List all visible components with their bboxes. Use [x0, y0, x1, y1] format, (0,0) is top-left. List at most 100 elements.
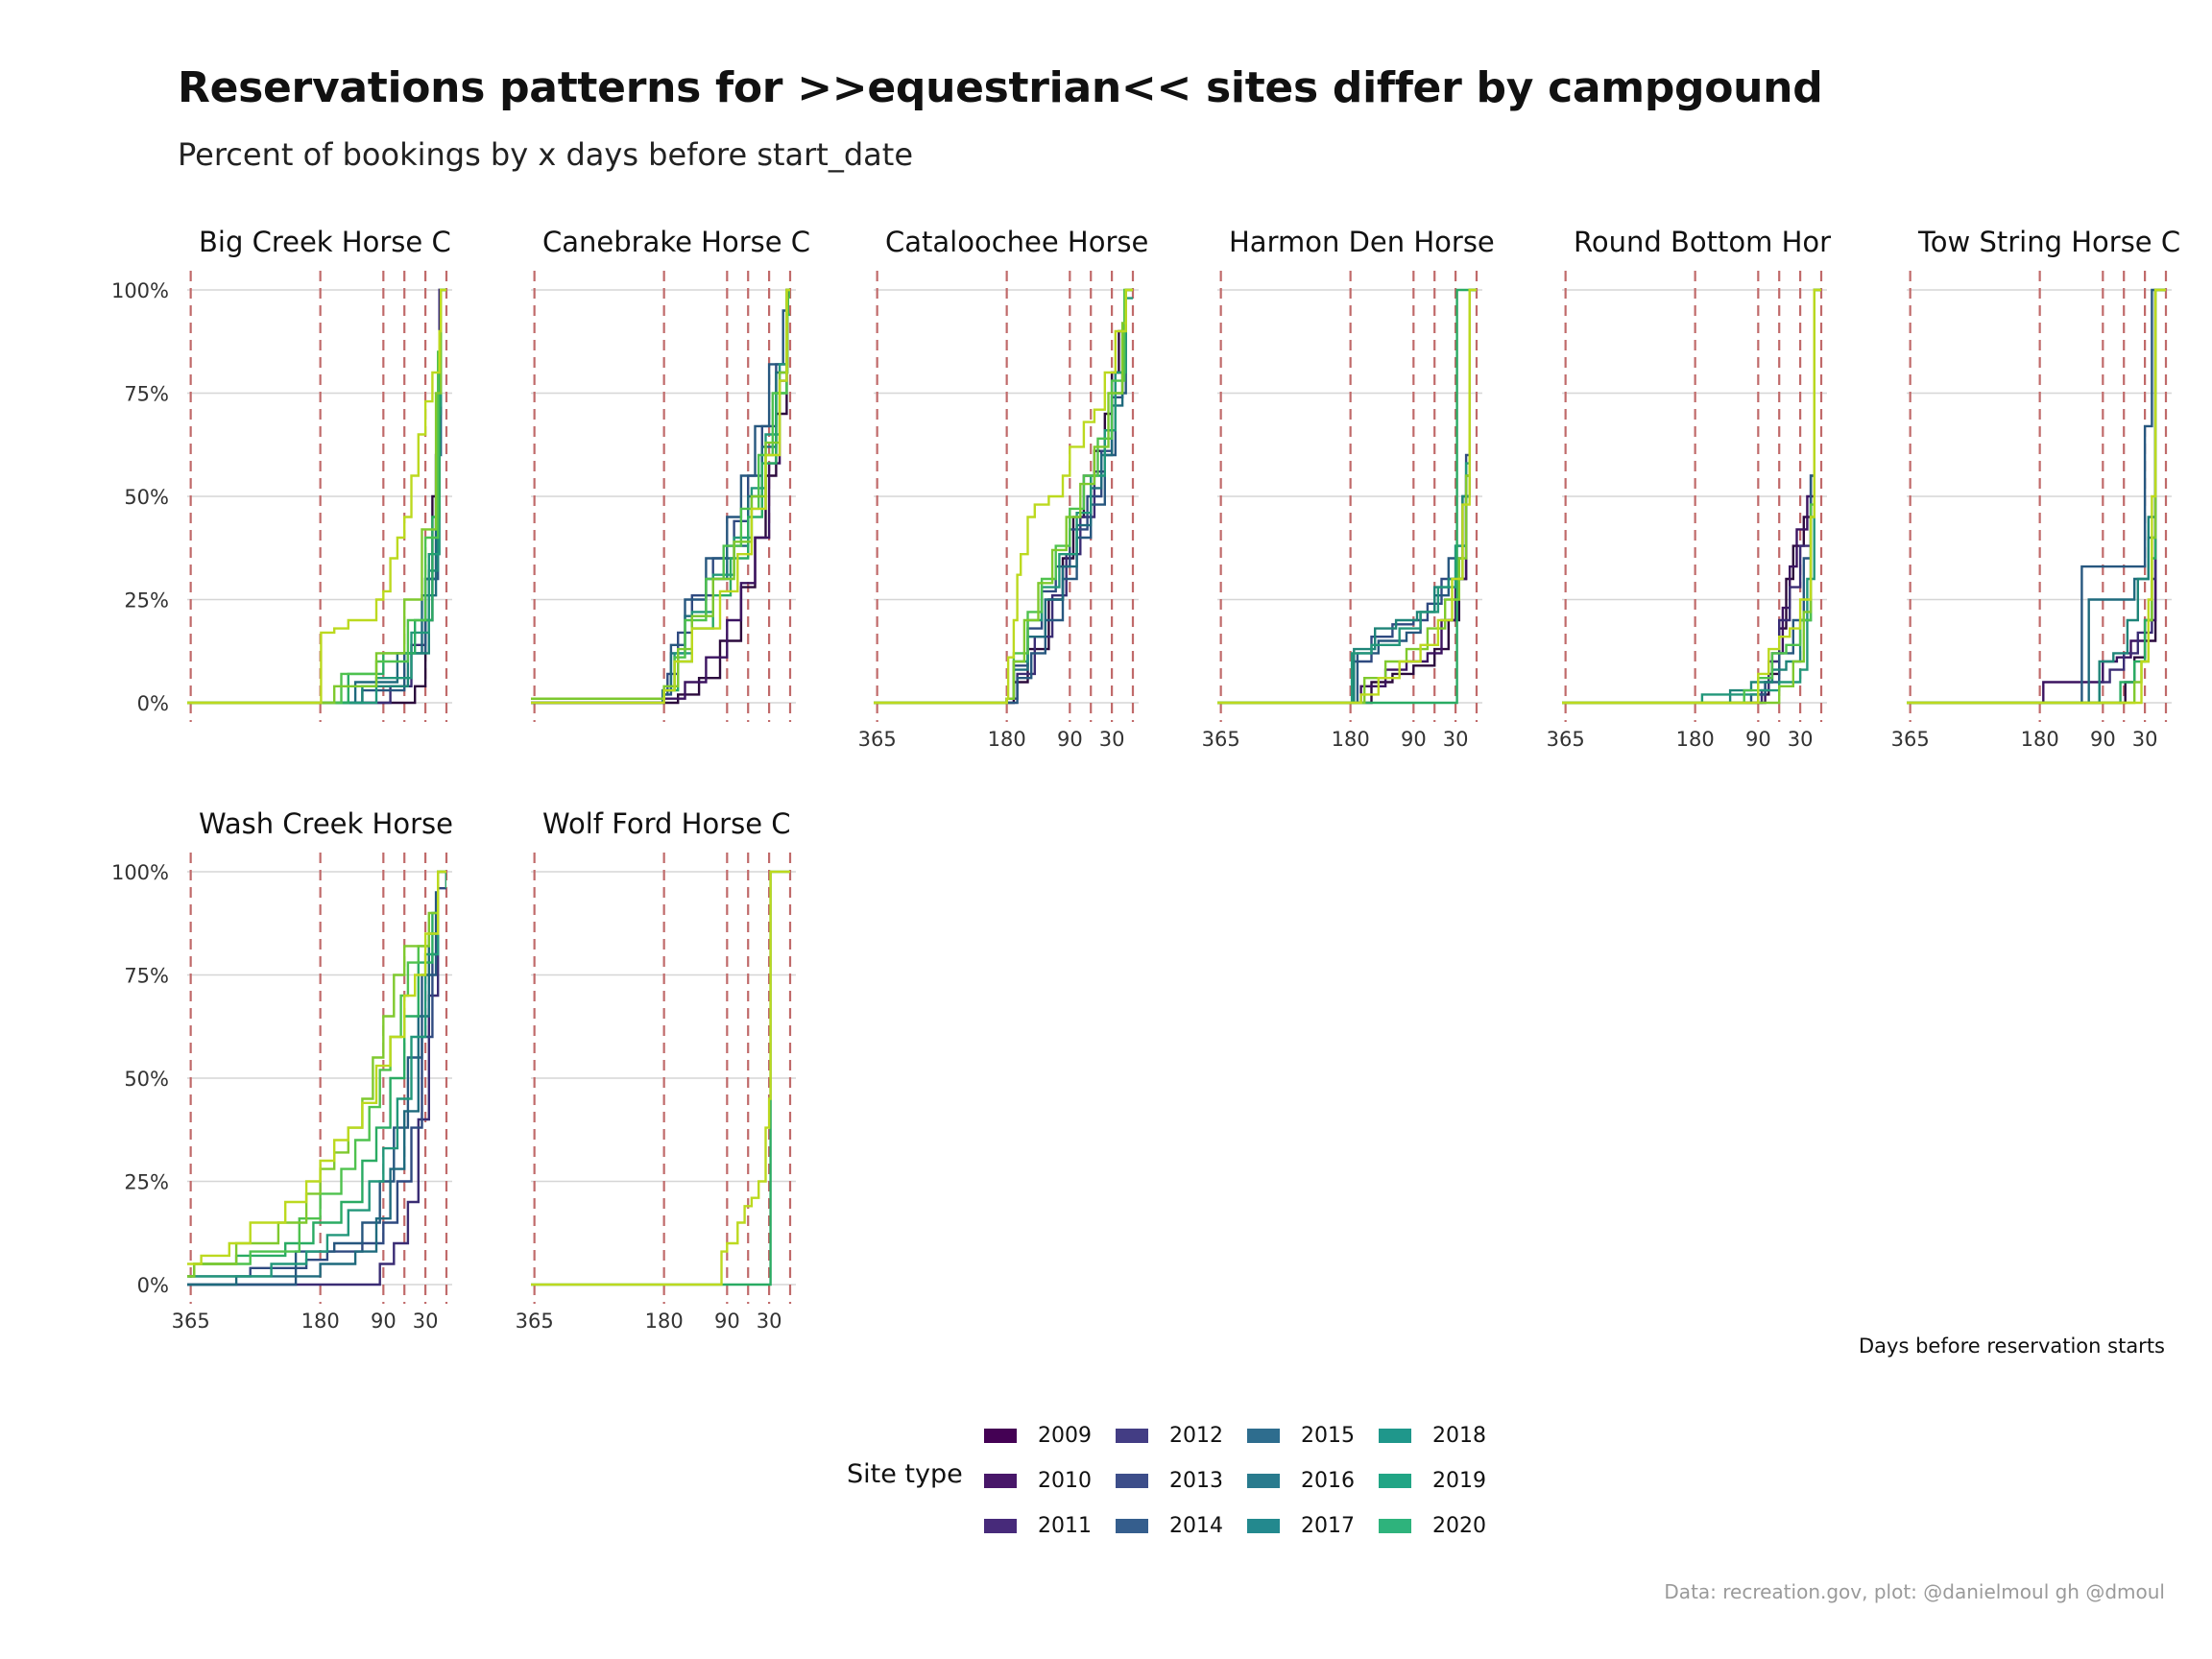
legend-item-2014: 2014 — [1116, 1503, 1247, 1549]
x-tick-label: 90 — [2090, 728, 2116, 751]
facet-panel: Harmon Den Horse 365 180 90 30 — [1202, 226, 1495, 751]
series-line-2020 — [531, 288, 790, 705]
y-tick-label: 100% — [111, 279, 169, 302]
x-tick-label: 90 — [1401, 728, 1427, 751]
x-tick-label: 180 — [645, 1310, 684, 1333]
x-tick-label: 365 — [172, 1310, 210, 1333]
series-line-2015 — [1217, 288, 1477, 705]
legend-key — [1379, 1519, 1411, 1533]
legend-item-2016: 2016 — [1247, 1458, 1379, 1503]
x-axis-title: Days before reservation starts — [1859, 1334, 2165, 1358]
y-tick-label: 0% — [137, 692, 169, 715]
legend-key — [1247, 1474, 1280, 1488]
legend-label: 2016 — [1301, 1469, 1355, 1493]
legend-item-2020: 2020 — [1379, 1503, 1510, 1549]
x-tick-label: 365 — [1202, 728, 1240, 751]
x-tick-label: 30 — [413, 1310, 439, 1333]
facet-title: Cataloochee Horse — [885, 226, 1148, 258]
series-group — [187, 288, 446, 705]
series-line-2014 — [531, 288, 790, 705]
series-line-2016 — [187, 288, 446, 705]
x-tick-label: 90 — [1057, 728, 1083, 751]
legend-item-2017: 2017 — [1247, 1503, 1379, 1549]
series-line-2019 — [874, 288, 1133, 705]
legend-label: 2012 — [1169, 1424, 1223, 1448]
x-tick-label: 30 — [1788, 728, 1814, 751]
legend-key — [984, 1519, 1017, 1533]
series-line-2016 — [187, 870, 446, 1278]
series-line-2020 — [187, 288, 446, 705]
series-line-2016 — [531, 288, 790, 700]
y-tick-label: 100% — [111, 861, 169, 884]
y-tick-label: 0% — [137, 1274, 169, 1297]
series-line-2020 — [1907, 288, 2166, 705]
facet-title: Round Bottom Hor — [1574, 226, 1831, 258]
chart-title: Reservations patterns for >>equestrian<<… — [178, 63, 1823, 112]
series-line-2020 — [874, 288, 1133, 705]
series-group — [531, 288, 790, 705]
caption: Data: recreation.gov, plot: @danielmoul … — [1664, 1580, 2165, 1603]
x-tick-label: 90 — [714, 1310, 740, 1333]
series-group — [1217, 288, 1477, 705]
facet-title: Canebrake Horse C — [542, 226, 810, 258]
legend-key — [1379, 1474, 1411, 1488]
x-tick-label: 180 — [988, 728, 1026, 751]
series-line-2013 — [1562, 288, 1821, 705]
x-tick-label: 90 — [1745, 728, 1771, 751]
y-tick-label: 25% — [124, 1171, 169, 1194]
facet-panel: Wash Creek Horse 0% 25% 50% 75% 100% 365 180 90 3… — [111, 807, 453, 1333]
x-tick-label: 30 — [757, 1310, 782, 1333]
y-tick-label: 50% — [124, 486, 169, 509]
legend-label: 2018 — [1432, 1424, 1486, 1448]
x-tick-label: 30 — [1099, 728, 1125, 751]
legend-label: 2009 — [1038, 1424, 1092, 1448]
facet-panel: Big Creek Horse C 0% 25% 50% 75% 100% — [111, 226, 452, 722]
legend-item-2009: 2009 — [984, 1413, 1116, 1458]
x-tick-label: 30 — [1443, 728, 1469, 751]
legend-key — [1116, 1519, 1148, 1533]
x-tick-label: 90 — [371, 1310, 397, 1333]
facet-title: Harmon Den Horse — [1229, 226, 1495, 258]
facet-panel: Canebrake Horse C — [531, 226, 810, 722]
series-line-2018 — [1562, 288, 1821, 705]
y-tick-label: 75% — [124, 965, 169, 988]
facet-title: Big Creek Horse C — [199, 226, 451, 258]
legend-item-2010: 2010 — [984, 1458, 1116, 1503]
legend-item-2019: 2019 — [1379, 1458, 1510, 1503]
series-line-2020 — [1217, 288, 1477, 705]
x-tick-label: 365 — [516, 1310, 554, 1333]
x-tick-label: 180 — [1676, 728, 1715, 751]
x-tick-label: 365 — [1547, 728, 1585, 751]
series-group — [1562, 288, 1821, 705]
legend-key — [1116, 1474, 1148, 1488]
legend-label: 2015 — [1301, 1424, 1355, 1448]
legend-item-2011: 2011 — [984, 1503, 1116, 1549]
legend-title: Site type — [847, 1459, 963, 1489]
legend-label: 2010 — [1038, 1469, 1092, 1493]
x-tick-label: 180 — [1332, 728, 1370, 751]
facet-title: Wolf Ford Horse C — [542, 807, 791, 840]
legend-label: 2019 — [1432, 1469, 1486, 1493]
series-group — [531, 870, 790, 1286]
series-line-2019 — [1217, 288, 1477, 705]
facet-panel: Tow String Horse C 365 180 90 30 — [1891, 226, 2181, 751]
x-tick-label: 365 — [1891, 728, 1930, 751]
series-group — [874, 288, 1133, 705]
legend-label: 2014 — [1169, 1514, 1223, 1538]
facet-panel: Cataloochee Horse 365 180 90 30 — [858, 226, 1149, 751]
series-line-2017 — [187, 870, 446, 1278]
series-line-2012 — [187, 887, 446, 1278]
facet-title: Wash Creek Horse — [199, 807, 453, 840]
x-tick-label: 180 — [2021, 728, 2059, 751]
y-tick-label: 50% — [124, 1068, 169, 1091]
y-tick-label: 25% — [124, 589, 169, 613]
legend-key — [1379, 1429, 1411, 1443]
series-line-2015 — [1907, 288, 2166, 705]
legend-key — [984, 1429, 1017, 1443]
legend-item-2018: 2018 — [1379, 1413, 1510, 1458]
legend-label: 2017 — [1301, 1514, 1355, 1538]
chart-subtitle: Percent of bookings by x days before sta… — [178, 136, 913, 173]
y-tick-label: 75% — [124, 383, 169, 406]
legend-key — [1116, 1429, 1148, 1443]
